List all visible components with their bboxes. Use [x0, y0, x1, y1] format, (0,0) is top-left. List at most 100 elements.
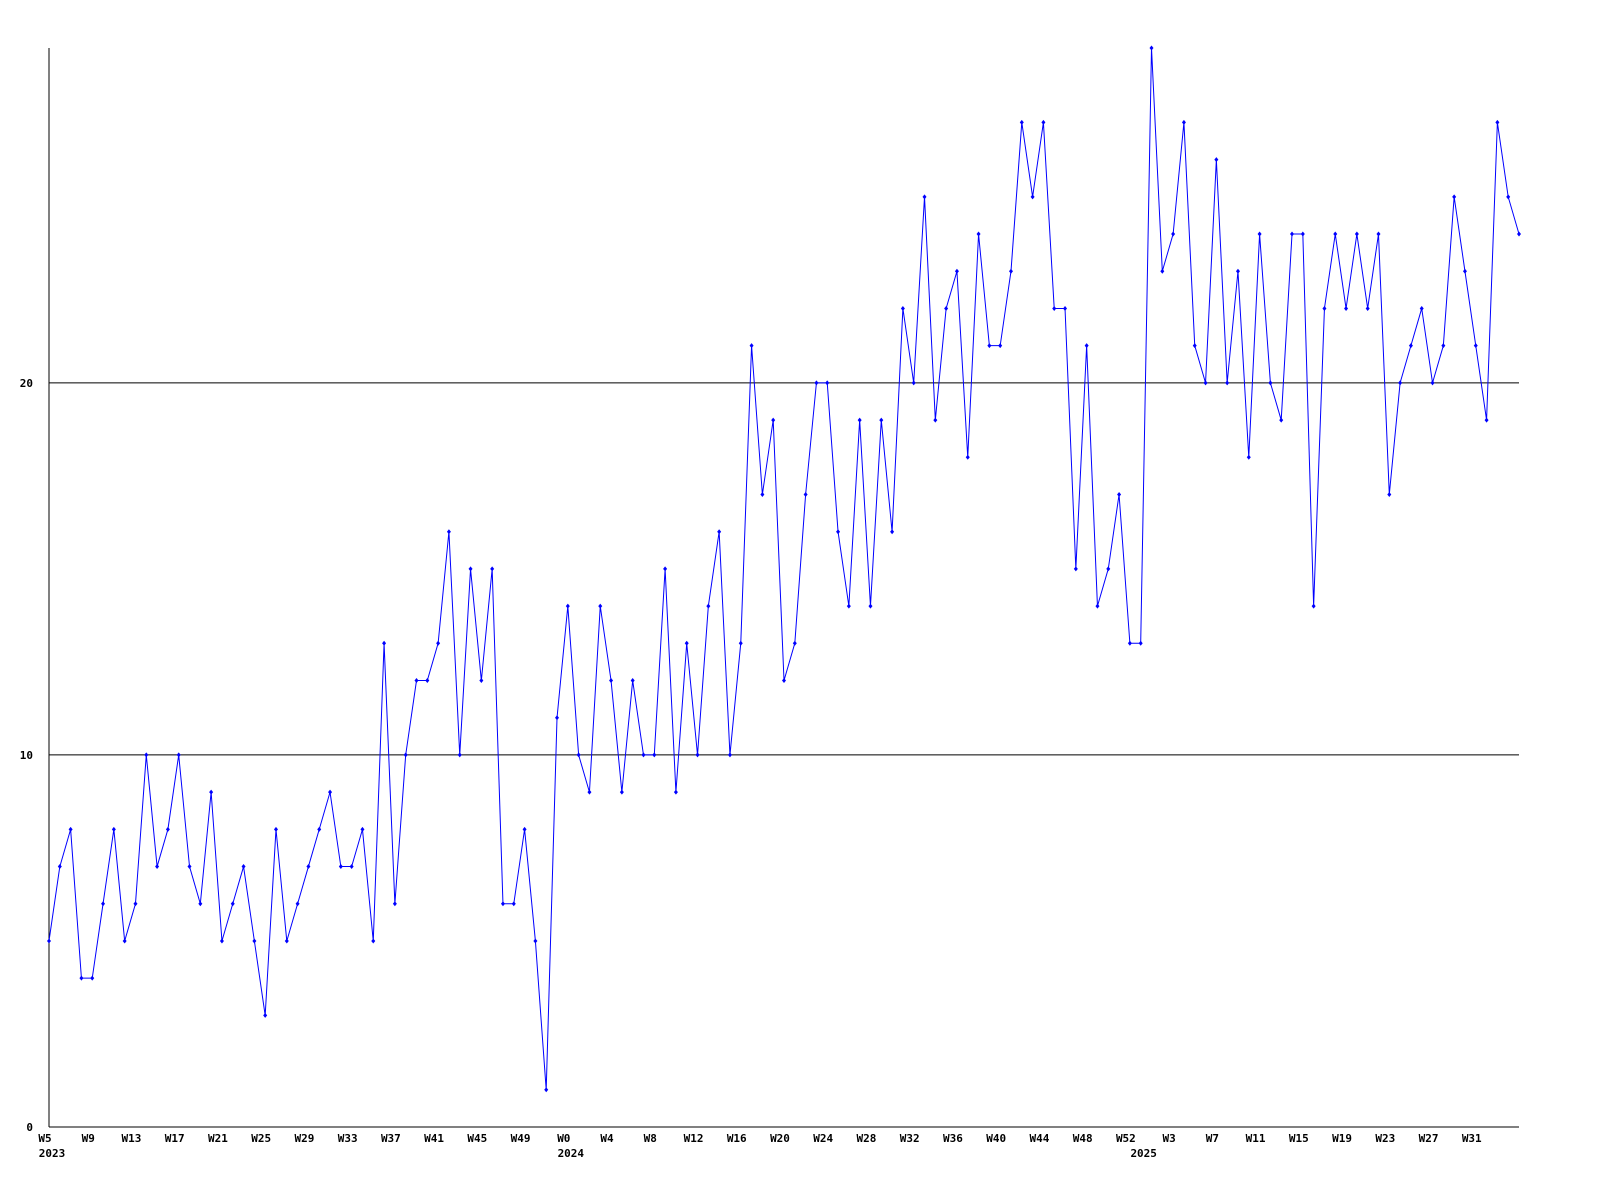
point-marker: [1344, 305, 1349, 311]
point-marker: [1019, 119, 1024, 125]
x-tick-label: W49: [511, 1132, 531, 1145]
point-marker: [328, 789, 333, 795]
point-marker: [382, 640, 387, 646]
point-marker: [209, 789, 214, 795]
point-marker: [738, 640, 743, 646]
x-tick-label: W33: [338, 1132, 358, 1145]
point-marker: [1365, 305, 1370, 311]
point-marker: [1008, 268, 1013, 274]
point-marker: [1095, 603, 1100, 609]
point-marker: [1073, 566, 1078, 572]
point-marker: [1506, 194, 1511, 200]
point-marker: [1203, 380, 1208, 386]
point-marker: [1084, 343, 1089, 349]
x-tick-label: W19: [1332, 1132, 1352, 1145]
y-tick-label: 0: [26, 1121, 33, 1134]
point-marker: [1279, 417, 1284, 423]
point-marker: [825, 380, 830, 386]
y-tick-label: 10: [20, 749, 33, 762]
point-marker: [1127, 640, 1132, 646]
point-marker: [144, 752, 149, 758]
point-marker: [587, 789, 592, 795]
point-marker: [1462, 268, 1467, 274]
x-tick-label: W24: [813, 1132, 833, 1145]
point-marker: [490, 566, 495, 572]
point-marker: [630, 678, 635, 684]
x-tick-label: W27: [1419, 1132, 1439, 1145]
point-marker: [187, 864, 192, 870]
point-marker: [284, 938, 289, 944]
point-marker: [1192, 343, 1197, 349]
x-tick-label: W20: [770, 1132, 790, 1145]
x-tick-label: W16: [727, 1132, 747, 1145]
point-marker: [403, 752, 408, 758]
point-marker: [1398, 380, 1403, 386]
x-tick-label: W45: [467, 1132, 487, 1145]
point-marker: [1268, 380, 1273, 386]
point-marker: [176, 752, 181, 758]
point-marker: [1257, 231, 1262, 237]
point-marker: [1106, 566, 1111, 572]
point-marker: [122, 938, 127, 944]
point-marker: [371, 938, 376, 944]
point-marker: [965, 454, 970, 460]
point-marker: [479, 678, 484, 684]
point-marker: [1246, 454, 1251, 460]
point-marker: [1430, 380, 1435, 386]
x-tick-label: W21: [208, 1132, 228, 1145]
point-marker: [1063, 305, 1068, 311]
y-tick-label: 20: [20, 377, 33, 390]
point-marker: [944, 305, 949, 311]
point-marker: [317, 826, 322, 832]
point-marker: [1214, 157, 1219, 163]
point-marker: [555, 715, 560, 721]
point-marker: [241, 864, 246, 870]
point-marker: [1160, 268, 1165, 274]
point-marker: [868, 603, 873, 609]
point-marker: [803, 491, 808, 497]
point-marker: [1052, 305, 1057, 311]
point-marker: [836, 529, 841, 535]
point-marker: [727, 752, 732, 758]
point-marker: [295, 901, 300, 907]
point-marker: [1290, 231, 1295, 237]
point-marker: [576, 752, 581, 758]
point-marker: [68, 826, 73, 832]
point-marker: [911, 380, 916, 386]
point-marker: [609, 678, 614, 684]
point-marker: [155, 864, 160, 870]
x-tick-label: W17: [165, 1132, 185, 1145]
x-tick-label: W52: [1116, 1132, 1136, 1145]
point-marker: [57, 864, 62, 870]
point-marker: [219, 938, 224, 944]
point-marker: [1473, 343, 1478, 349]
point-marker: [565, 603, 570, 609]
point-marker: [706, 603, 711, 609]
x-tick-label: W23: [1375, 1132, 1395, 1145]
point-marker: [933, 417, 938, 423]
x-tick-label: W37: [381, 1132, 401, 1145]
point-marker: [79, 975, 84, 981]
x-tick-label: W44: [1029, 1132, 1049, 1145]
point-marker: [522, 826, 527, 832]
point-marker: [1419, 305, 1424, 311]
point-marker: [1149, 45, 1154, 51]
point-marker: [511, 901, 516, 907]
point-marker: [500, 901, 505, 907]
point-marker: [1354, 231, 1359, 237]
point-marker: [749, 343, 754, 349]
point-marker: [814, 380, 819, 386]
point-marker: [90, 975, 95, 981]
x-year-label: 2024: [558, 1147, 585, 1160]
x-tick-label: W8: [644, 1132, 657, 1145]
point-marker: [360, 826, 365, 832]
point-marker: [792, 640, 797, 646]
point-marker: [436, 640, 441, 646]
point-marker: [1484, 417, 1489, 423]
point-marker: [1300, 231, 1305, 237]
point-marker: [890, 529, 895, 535]
point-marker: [1235, 268, 1240, 274]
point-marker: [263, 1012, 268, 1018]
point-marker: [468, 566, 473, 572]
point-marker: [684, 640, 689, 646]
